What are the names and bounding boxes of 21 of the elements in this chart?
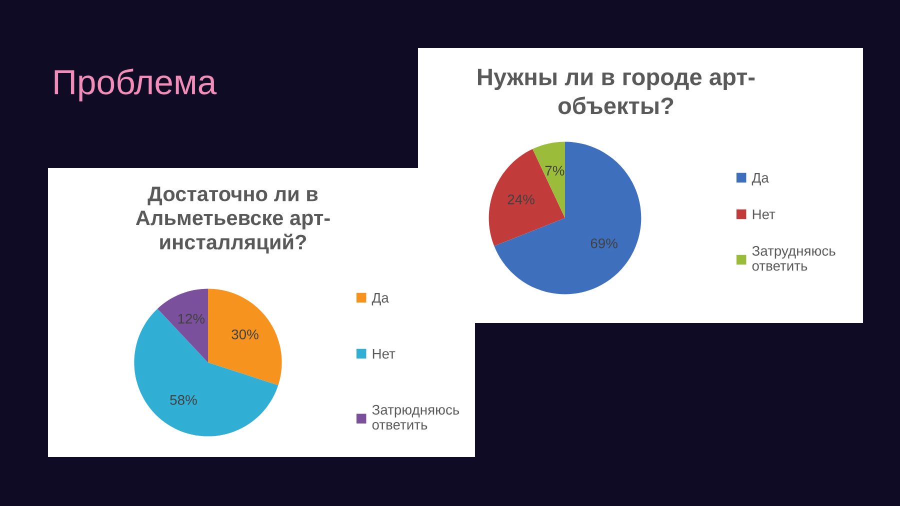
data-label: 69% <box>590 238 618 248</box>
data-label: 24% <box>508 194 534 204</box>
pie-slice <box>532 142 565 218</box>
data-label: 12% <box>178 314 205 324</box>
data-label: 30% <box>232 329 258 340</box>
pie-slice <box>494 142 642 294</box>
text: Проблема <box>54 68 217 102</box>
legend-label: Нет <box>372 349 396 359</box>
pie-slice <box>488 149 565 246</box>
legend-label: Да <box>372 293 389 306</box>
data-label: 7% <box>545 166 564 176</box>
legend-label: Затрудняюсь ответить <box>752 246 836 271</box>
chart-title: Достаточно ли в Альметьевске арт-инсталляций? <box>136 186 330 254</box>
pie-slice <box>157 288 208 362</box>
pie-slice <box>134 308 278 436</box>
legend-label: Нет <box>752 210 776 220</box>
legend-label: Да <box>752 173 769 186</box>
pie-slice <box>208 288 282 386</box>
chart-title: Нужны ли в городе арт-объекты? <box>478 68 755 114</box>
data-label: 58% <box>170 395 197 405</box>
legend-label: Затрюдняюсь ответить <box>372 404 460 430</box>
